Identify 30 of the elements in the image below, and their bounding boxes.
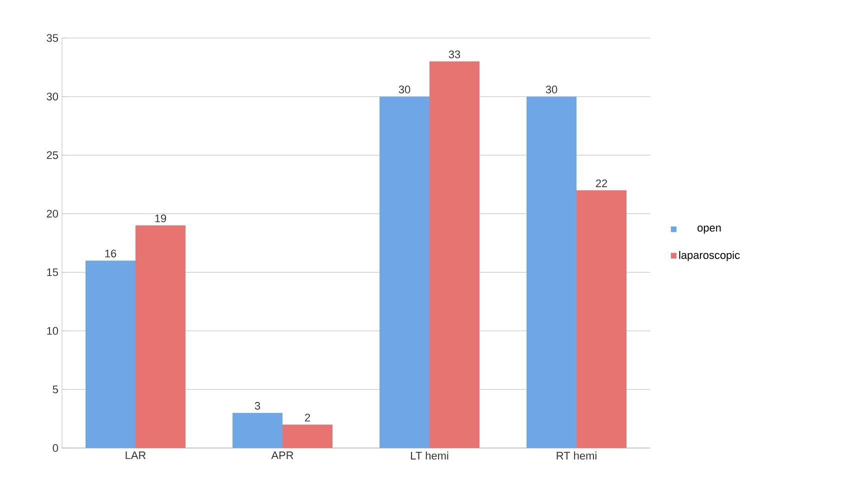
legend-label: open xyxy=(698,226,721,234)
data-label: 30 xyxy=(546,86,558,94)
legend-label: laparoscopic xyxy=(679,250,740,262)
x-tick-label: APR xyxy=(271,452,294,460)
data-label: 33 xyxy=(448,50,460,58)
bar xyxy=(576,190,626,448)
bar xyxy=(232,412,283,448)
data-label: 3 xyxy=(254,402,260,410)
y-tick-label: 10 xyxy=(47,326,58,335)
bar xyxy=(282,424,332,448)
data-label: 16 xyxy=(105,250,116,258)
y-tick-label: 35 xyxy=(46,34,58,42)
y-tick-label: 25 xyxy=(46,151,58,160)
bar xyxy=(86,260,136,448)
bar xyxy=(136,225,186,448)
y-tick-label: 0 xyxy=(52,444,58,452)
y-tick-label: 30 xyxy=(46,92,58,100)
data-label: 30 xyxy=(398,86,410,94)
x-tick-label: LT hemi xyxy=(411,452,448,460)
y-tick-label: 20 xyxy=(46,210,58,218)
bar xyxy=(430,61,480,448)
data-label: 2 xyxy=(304,414,310,422)
x-tick-label: LAR xyxy=(126,452,146,460)
bar xyxy=(526,96,577,448)
y-tick-label: 5 xyxy=(52,386,58,394)
y-tick-label: 15 xyxy=(47,268,58,276)
data-label: 19 xyxy=(155,214,166,222)
x-tick-label: RT hemi xyxy=(556,452,596,460)
data-label: 22 xyxy=(596,179,608,188)
bar xyxy=(380,96,430,448)
